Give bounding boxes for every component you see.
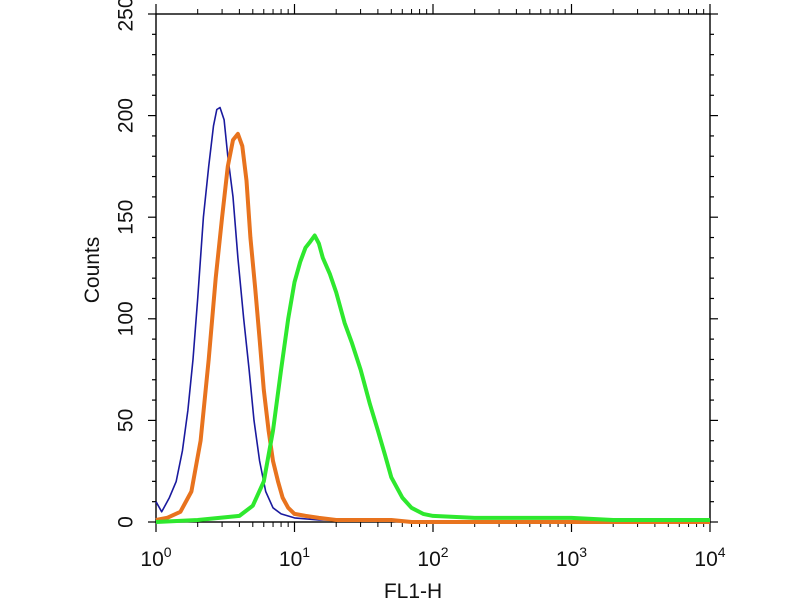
y-tick-label: 100 bbox=[115, 301, 138, 336]
x-tick-label-base: 10 bbox=[279, 548, 302, 571]
y-axis-ticks bbox=[148, 13, 718, 523]
x-tick-label-base: 10 bbox=[417, 548, 440, 571]
x-axis-title: FL1-H bbox=[384, 580, 442, 600]
x-axis-ticks bbox=[155, 4, 711, 532]
x-tick-label: 104 bbox=[694, 544, 725, 571]
histogram-series-3 bbox=[155, 233, 710, 524]
x-tick-label-base: 10 bbox=[556, 548, 579, 571]
x-tick-label-exponent: 2 bbox=[441, 544, 449, 560]
x-tick-label: 102 bbox=[417, 544, 448, 571]
x-tick-label-exponent: 1 bbox=[302, 544, 310, 560]
x-tick-label: 103 bbox=[556, 544, 587, 571]
y-tick-label: 250 bbox=[115, 0, 138, 32]
x-tick-label: 101 bbox=[279, 544, 310, 571]
y-tick-label: 200 bbox=[115, 98, 138, 133]
y-axis-tick-labels: 0 50 100 150 200 250 bbox=[115, 0, 138, 528]
y-tick-label: 150 bbox=[115, 200, 138, 235]
x-tick-label-base: 10 bbox=[140, 548, 163, 571]
x-tick-label: 100 bbox=[140, 544, 171, 571]
x-tick-label-exponent: 3 bbox=[579, 544, 587, 560]
x-tick-label-exponent: 0 bbox=[164, 544, 172, 560]
x-tick-label-exponent: 4 bbox=[718, 544, 726, 560]
plot-area-frame bbox=[155, 13, 711, 523]
y-axis-title: Counts bbox=[81, 237, 104, 304]
x-axis-tick-labels: 100 101 102 103 104 bbox=[140, 544, 725, 571]
series-group bbox=[155, 106, 710, 524]
y-tick-label: 50 bbox=[115, 409, 138, 432]
histogram-series-2 bbox=[155, 131, 710, 524]
y-tick-label: 0 bbox=[115, 516, 138, 528]
x-tick-label-base: 10 bbox=[694, 548, 717, 571]
histogram-series-1 bbox=[155, 106, 710, 523]
